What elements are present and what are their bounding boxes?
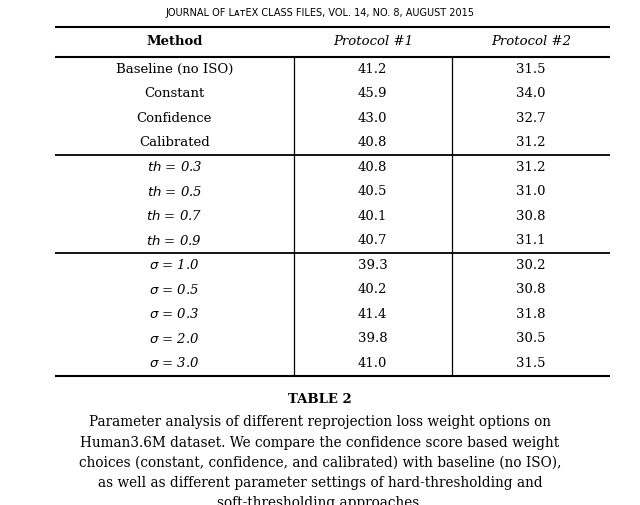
Text: 31.2: 31.2 [516, 136, 546, 149]
Text: 40.8: 40.8 [358, 136, 387, 149]
Text: 34.0: 34.0 [516, 87, 546, 100]
Text: Protocol #1: Protocol #1 [333, 35, 413, 48]
Text: 30.8: 30.8 [516, 210, 546, 223]
Text: 40.5: 40.5 [358, 185, 387, 198]
Text: $\mathit{th}$ = 0.3: $\mathit{th}$ = 0.3 [147, 160, 202, 174]
Text: 45.9: 45.9 [358, 87, 387, 100]
Text: 31.0: 31.0 [516, 185, 546, 198]
Text: 30.8: 30.8 [516, 283, 546, 296]
Text: Calibrated: Calibrated [139, 136, 210, 149]
Text: Protocol #2: Protocol #2 [491, 35, 571, 48]
Text: 40.2: 40.2 [358, 283, 387, 296]
Text: $\sigma$ = 0.3: $\sigma$ = 0.3 [149, 307, 200, 321]
Text: 40.1: 40.1 [358, 210, 387, 223]
Text: $\mathit{th}$ = 0.9: $\mathit{th}$ = 0.9 [147, 234, 202, 248]
Text: Baseline (no ISO): Baseline (no ISO) [116, 63, 233, 76]
Text: 31.1: 31.1 [516, 234, 546, 247]
Text: $\mathit{th}$ = 0.7: $\mathit{th}$ = 0.7 [147, 209, 202, 223]
Text: Constant: Constant [144, 87, 204, 100]
Text: 39.8: 39.8 [358, 332, 388, 345]
Text: 31.5: 31.5 [516, 357, 546, 370]
Text: 40.8: 40.8 [358, 161, 387, 174]
Text: TABLE 2: TABLE 2 [288, 393, 352, 407]
Text: Method: Method [146, 35, 202, 48]
Text: Parameter analysis of different reprojection loss weight options on
Human3.6M da: Parameter analysis of different reprojec… [79, 416, 561, 505]
Text: 39.3: 39.3 [358, 259, 388, 272]
Text: 40.7: 40.7 [358, 234, 387, 247]
Text: 41.4: 41.4 [358, 308, 387, 321]
Text: Confidence: Confidence [136, 112, 212, 125]
Text: $\sigma$ = 3.0: $\sigma$ = 3.0 [149, 356, 200, 370]
Text: JOURNAL OF LᴀᴛEX CLASS FILES, VOL. 14, NO. 8, AUGUST 2015: JOURNAL OF LᴀᴛEX CLASS FILES, VOL. 14, N… [166, 8, 474, 18]
Text: 30.5: 30.5 [516, 332, 546, 345]
Text: 31.8: 31.8 [516, 308, 546, 321]
Text: $\sigma$ = 2.0: $\sigma$ = 2.0 [149, 332, 200, 346]
Text: 31.2: 31.2 [516, 161, 546, 174]
Text: 31.5: 31.5 [516, 63, 546, 76]
Text: $\sigma$ = 0.5: $\sigma$ = 0.5 [149, 283, 200, 297]
Text: 41.2: 41.2 [358, 63, 387, 76]
Text: $\sigma$ = 1.0: $\sigma$ = 1.0 [149, 258, 200, 272]
Text: 30.2: 30.2 [516, 259, 546, 272]
Text: $\mathit{th}$ = 0.5: $\mathit{th}$ = 0.5 [147, 185, 202, 199]
Text: 32.7: 32.7 [516, 112, 546, 125]
Text: 41.0: 41.0 [358, 357, 387, 370]
Text: 43.0: 43.0 [358, 112, 387, 125]
